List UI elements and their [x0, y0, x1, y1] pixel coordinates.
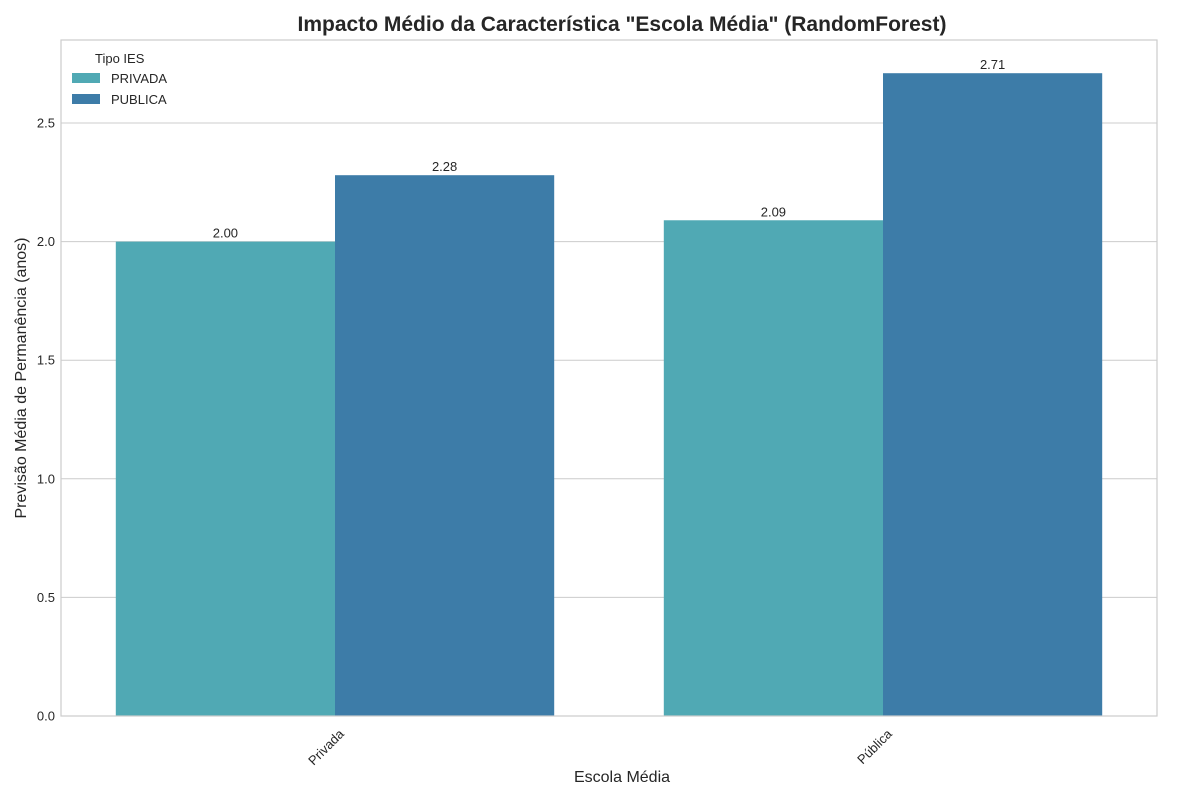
x-axis-ticks: Privada Pública	[305, 726, 895, 768]
y-axis-label: Previsão Média de Permanência (anos)	[13, 237, 30, 518]
data-label: 2.00	[213, 226, 238, 241]
x-axis-label: Escola Média	[574, 769, 670, 786]
data-label: 2.28	[432, 159, 457, 174]
y-axis-ticks: 0.0 0.5 1.0 1.5 2.0 2.5	[37, 116, 55, 724]
legend-entry-publica: PUBLICA	[111, 92, 167, 107]
legend-swatch-publica	[72, 94, 100, 104]
data-label: 2.09	[761, 204, 786, 219]
bars	[115, 73, 1103, 717]
x-tick-label: Pública	[854, 726, 895, 767]
plot-frame	[60, 39, 1158, 717]
y-tick-label: 1.0	[37, 471, 55, 486]
y-tick-label: 0.5	[37, 590, 55, 605]
legend-title: Tipo IES	[95, 51, 145, 66]
x-tick-label: Privada	[305, 726, 347, 768]
legend-swatch-privada	[72, 73, 100, 83]
bar-privada	[115, 241, 335, 717]
bar-publica	[335, 175, 555, 716]
y-tick-label: 2.5	[37, 116, 55, 131]
data-label: 2.71	[980, 57, 1005, 72]
y-tick-label: 2.0	[37, 234, 55, 249]
bar-publica	[883, 73, 1103, 716]
y-tick-label: 1.5	[37, 353, 55, 368]
y-tick-label: 0.0	[37, 709, 55, 724]
legend: Tipo IES PRIVADA PUBLICA	[72, 51, 167, 107]
legend-entry-privada: PRIVADA	[111, 71, 167, 86]
chart-title: Impacto Médio da Característica "Escola …	[298, 13, 947, 36]
data-labels: 2.00 2.28 2.09 2.71	[213, 57, 1006, 240]
bar-privada	[663, 220, 883, 716]
